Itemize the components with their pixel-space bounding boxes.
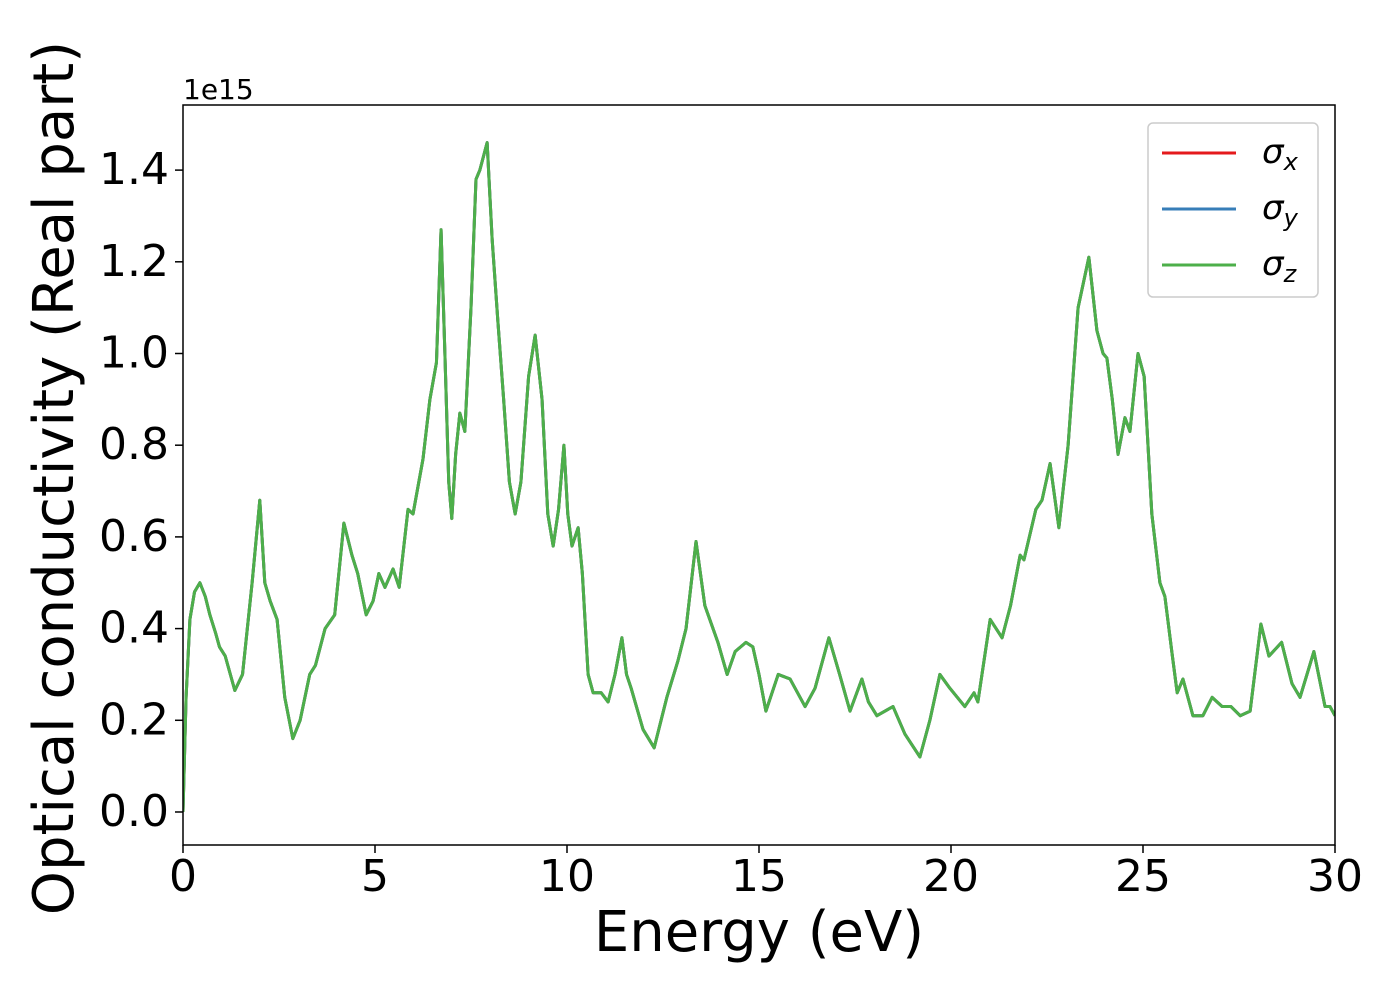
x-tick-label: 10 — [539, 851, 595, 902]
y-axis-label: Optical conductivity (Real part) — [22, 41, 87, 915]
y-tick-label: 0.0 — [99, 786, 169, 837]
legend-label: σz — [1262, 244, 1298, 289]
legend-label: σy — [1262, 188, 1299, 233]
y-tick-label: 0.6 — [99, 511, 169, 562]
y-tick-label: 0.2 — [99, 694, 169, 745]
x-tick-label: 30 — [1307, 851, 1363, 902]
x-tick-label: 20 — [923, 851, 979, 902]
y-tick-label: 1.0 — [99, 328, 169, 379]
y-tick-label: 0.8 — [99, 419, 169, 470]
x-tick-label: 0 — [169, 851, 197, 902]
x-axis-label: Energy (eV) — [594, 900, 924, 965]
plot-frame — [182, 104, 1336, 846]
y-tick-label: 1.4 — [99, 144, 169, 195]
y-offset-label: 1e15 — [183, 73, 254, 106]
x-tick-label: 5 — [361, 851, 389, 902]
series-line — [183, 141, 1335, 813]
y-tick-label: 1.2 — [99, 236, 169, 287]
x-tick-label: 15 — [731, 851, 787, 902]
x-tick-label: 25 — [1115, 851, 1171, 902]
y-tick-label: 0.4 — [99, 603, 169, 654]
legend-label: σx — [1262, 132, 1299, 177]
